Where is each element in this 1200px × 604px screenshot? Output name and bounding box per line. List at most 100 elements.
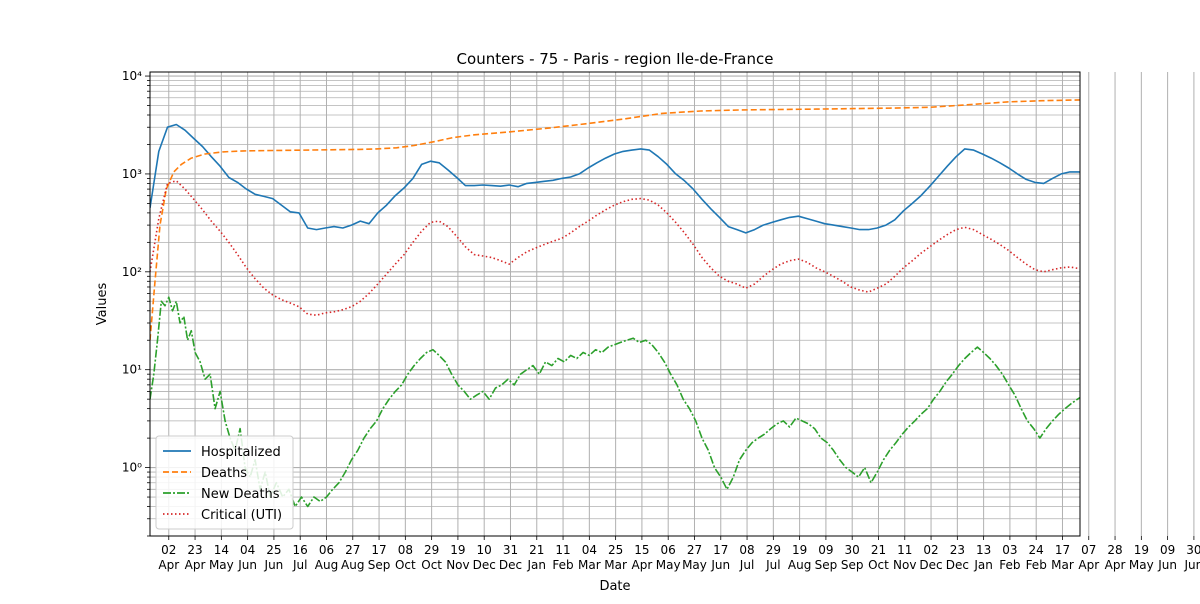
x-tick-label-day: 10 xyxy=(477,543,492,557)
x-tick-label-day: 02 xyxy=(923,543,938,557)
legend-box xyxy=(155,435,294,530)
x-tick-label-day: 19 xyxy=(792,543,807,557)
x-tick-label-day: 11 xyxy=(897,543,912,557)
x-tick-label-day: 27 xyxy=(345,543,360,557)
y-tick-label: 10² xyxy=(122,265,142,279)
x-tick-label-month: May xyxy=(209,558,234,572)
x-tick-label-day: 31 xyxy=(503,543,518,557)
x-tick-label-day: 08 xyxy=(739,543,754,557)
plot-frame xyxy=(149,71,1081,537)
x-tick-label-day: 27 xyxy=(687,543,702,557)
x-tick-label-month: Dec xyxy=(499,558,522,572)
legend-entry-new-deaths: New Deaths xyxy=(163,487,280,502)
x-tick-label-day: 13 xyxy=(976,543,991,557)
x-tick-label-month: Jun xyxy=(264,558,284,572)
x-tick-label-day: 09 xyxy=(818,543,833,557)
x-tick-label-month: Sep xyxy=(815,558,838,572)
y-tick-label: 10⁴ xyxy=(122,69,142,83)
x-tick-label-month: Oct xyxy=(421,558,442,572)
legend-label-deaths: Deaths xyxy=(201,466,247,481)
x-tick-label-month: Nov xyxy=(893,558,916,572)
x-tick-label-day: 07 xyxy=(1081,543,1096,557)
x-tick-label-month: May xyxy=(1129,558,1154,572)
x-tick-label-month: Sep xyxy=(841,558,864,572)
x-axis-label: Date xyxy=(599,579,630,594)
legend-label-critical: Critical (UTI) xyxy=(201,508,282,523)
x-tick-label-month: Apr xyxy=(632,558,653,572)
x-tick-label-day: 21 xyxy=(529,543,544,557)
x-tick-label-month: Aug xyxy=(341,558,364,572)
x-tick-label-month: Dec xyxy=(473,558,496,572)
x-tick-label-day: 17 xyxy=(1055,543,1070,557)
x-tick-label-day: 09 xyxy=(1160,543,1175,557)
x-tick-label-day: 30 xyxy=(845,543,860,557)
x-tick-label-day: 28 xyxy=(1107,543,1122,557)
x-tick-label-day: 29 xyxy=(424,543,439,557)
chart-title: Counters - 75 - Paris - region Ile-de-Fr… xyxy=(457,50,774,68)
y-axis-label: Values xyxy=(95,283,110,326)
x-tick-label-month: May xyxy=(656,558,681,572)
y-tick-label: 10⁰ xyxy=(122,461,142,475)
x-tick-label-day: 06 xyxy=(319,543,334,557)
x-tick-label-month: Apr xyxy=(185,558,206,572)
x-tick-label-day: 06 xyxy=(661,543,676,557)
x-tick-label-month: Jan xyxy=(527,558,547,572)
x-tick-label-month: Jul xyxy=(292,558,307,572)
x-tick-label-month: Feb xyxy=(552,558,573,572)
legend-entry-hospitalized: Hospitalized xyxy=(163,445,281,460)
x-tick-label-month: Nov xyxy=(446,558,469,572)
x-tick-label-day: 08 xyxy=(398,543,413,557)
x-tick-label-month: Mar xyxy=(604,558,627,572)
x-tick-label-month: Sep xyxy=(368,558,391,572)
x-tick-label-month: Dec xyxy=(946,558,969,572)
x-tick-label-day: 03 xyxy=(1002,543,1017,557)
y-tick-label: 10³ xyxy=(122,167,142,181)
x-tick-label-month: Jun xyxy=(710,558,730,572)
x-tick-label-month: Apr xyxy=(1105,558,1126,572)
x-tick-label-day: 24 xyxy=(1029,543,1044,557)
legend-entry-critical: Critical (UTI) xyxy=(163,508,282,523)
x-tick-label-month: Aug xyxy=(788,558,811,572)
x-tick-label-day: 04 xyxy=(582,543,597,557)
x-tick-label-month: Feb xyxy=(1026,558,1047,572)
x-tick-label-month: Apr xyxy=(1078,558,1099,572)
x-tick-label-day: 25 xyxy=(266,543,281,557)
x-axis: 02Apr23Apr14May04Jun25Jun16Jul06Aug27Aug… xyxy=(158,536,1200,572)
x-tick-label-day: 19 xyxy=(450,543,465,557)
series-line-new-deaths xyxy=(150,296,1080,508)
series-line-critical-uti xyxy=(150,180,1080,317)
x-tick-label-month: Apr xyxy=(158,558,179,572)
grid-lines xyxy=(150,72,1195,537)
legend: Hospitalized Deaths New Deaths Critical … xyxy=(155,435,294,530)
legend-entry-deaths: Deaths xyxy=(163,466,247,481)
x-tick-label-month: Jul xyxy=(765,558,780,572)
x-tick-label-month: Jul xyxy=(739,558,754,572)
series-line-hospitalized xyxy=(150,123,1080,234)
x-tick-label-day: 11 xyxy=(555,543,570,557)
x-tick-label-day: 17 xyxy=(713,543,728,557)
legend-label-new-deaths: New Deaths xyxy=(201,487,280,502)
x-tick-label-month: Aug xyxy=(315,558,338,572)
y-tick-label: 10¹ xyxy=(122,363,142,377)
x-tick-label-month: May xyxy=(682,558,707,572)
x-tick-label-day: 23 xyxy=(187,543,202,557)
x-tick-label-month: Oct xyxy=(868,558,889,572)
x-tick-label-month: Mar xyxy=(1051,558,1074,572)
x-tick-label-month: Feb xyxy=(999,558,1020,572)
x-tick-label-month: Dec xyxy=(919,558,942,572)
x-tick-label-month: Jan xyxy=(973,558,993,572)
x-tick-label-month: Mar xyxy=(578,558,601,572)
x-tick-label-day: 15 xyxy=(634,543,649,557)
x-tick-label-day: 21 xyxy=(871,543,886,557)
x-tick-label-day: 30 xyxy=(1186,543,1200,557)
series-lines xyxy=(150,99,1080,508)
x-tick-label-day: 23 xyxy=(950,543,965,557)
legend-label-hospitalized: Hospitalized xyxy=(201,445,281,460)
x-tick-label-day: 14 xyxy=(214,543,229,557)
x-tick-label-month: Jun xyxy=(1184,558,1200,572)
x-tick-label-day: 19 xyxy=(1134,543,1149,557)
series-line-deaths xyxy=(150,99,1080,341)
x-tick-label-day: 25 xyxy=(608,543,623,557)
